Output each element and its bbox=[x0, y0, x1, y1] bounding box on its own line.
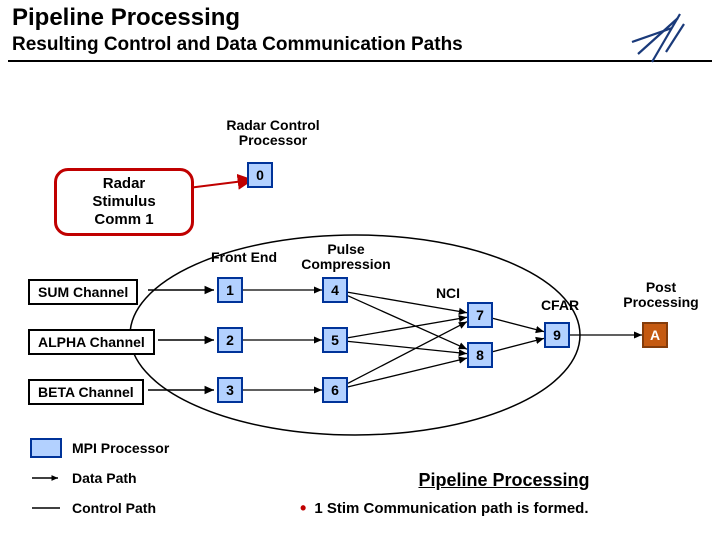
proc-node-0: 0 bbox=[247, 162, 273, 188]
label-post-processing: Post Processing bbox=[616, 280, 706, 311]
sum-channel-box: SUM Channel bbox=[28, 279, 138, 305]
label-nci: NCI bbox=[428, 286, 468, 301]
legend-mpi-label: MPI Processor bbox=[72, 440, 169, 456]
legend-control-icon bbox=[30, 498, 62, 518]
beta-channel-box: BETA Channel bbox=[28, 379, 144, 405]
label-radar-control-processor: Radar Control Processor bbox=[208, 118, 338, 149]
legend-data-label: Data Path bbox=[72, 470, 137, 486]
label-cfar: CFAR bbox=[535, 298, 585, 313]
proc-node-6: 6 bbox=[322, 377, 348, 403]
page-root: Pipeline Processing Resulting Control an… bbox=[0, 0, 720, 540]
bullets-region: Pipeline Processing 1 Stim Communication… bbox=[300, 470, 708, 518]
legend-mpi-swatch bbox=[30, 438, 62, 458]
legend-data-icon bbox=[30, 468, 62, 488]
proc-node-8: 8 bbox=[467, 342, 493, 368]
proc-node-5: 5 bbox=[322, 327, 348, 353]
legend-control: Control Path bbox=[30, 498, 156, 518]
proc-node-3: 3 bbox=[217, 377, 243, 403]
proc-node-4: 4 bbox=[322, 277, 348, 303]
legend-mpi: MPI Processor bbox=[30, 438, 169, 458]
proc-node-7: 7 bbox=[467, 302, 493, 328]
control-edge bbox=[188, 180, 252, 188]
proc-node-1: 1 bbox=[217, 277, 243, 303]
label-pulse-compression: Pulse Compression bbox=[296, 242, 396, 273]
bullet-item: 1 Stim Communication path is formed. bbox=[300, 497, 708, 518]
alpha-channel-box: ALPHA Channel bbox=[28, 329, 155, 355]
radar-stimulus-box: Radar Stimulus Comm 1 bbox=[54, 168, 194, 236]
label-front-end: Front End bbox=[204, 250, 284, 265]
bullets-header: Pipeline Processing bbox=[300, 470, 708, 491]
proc-node-A: A bbox=[642, 322, 668, 348]
proc-node-2: 2 bbox=[217, 327, 243, 353]
legend-data: Data Path bbox=[30, 468, 137, 488]
legend-control-label: Control Path bbox=[72, 500, 156, 516]
proc-node-9: 9 bbox=[544, 322, 570, 348]
